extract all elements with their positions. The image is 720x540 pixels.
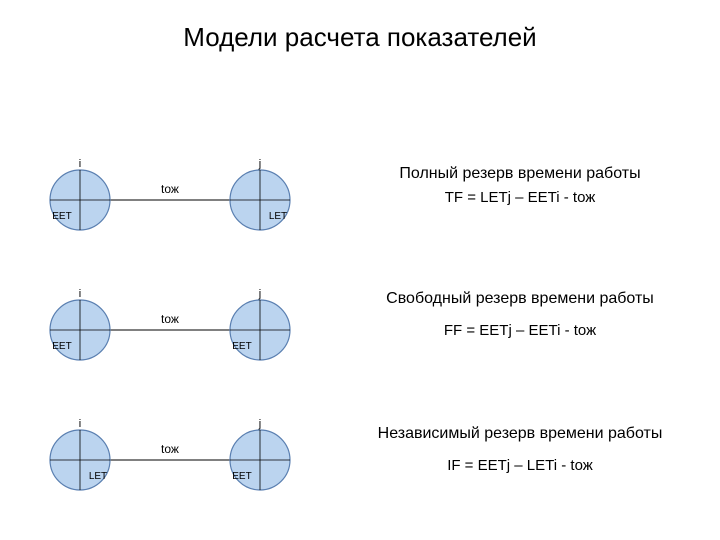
node-i-quad-label: ЕЕТ [52,211,71,222]
heading-3: Независимый резерв времени работы [340,425,700,443]
node-j-quad-label: ЕЕТ [232,341,251,352]
formula-2: FF = EETj – EETi - tож [340,322,700,339]
formula-1: TF = LETj – EETi - tож [340,189,700,206]
diagram-3: i LET j ЕЕТ tож [40,415,320,505]
diagram-svg-2: i ЕЕТ j ЕЕТ tож [40,285,320,375]
text-block-1: Полный резерв времени работы TF = LETj –… [340,165,700,206]
node-j-label: j [258,158,261,170]
heading-1: Полный резерв времени работы [340,165,700,183]
diagram-2: i ЕЕТ j ЕЕТ tож [40,285,320,375]
page-title: Модели расчета показателей [0,22,720,53]
node-j-quad-label: LET [269,211,287,222]
node-i-quad-label: LET [89,471,107,482]
node-i-label: i [79,158,81,170]
node-j-quad-label: ЕЕТ [232,471,251,482]
formula-3: IF = EETj – LETi - tож [340,457,700,474]
heading-2: Свободный резерв времени работы [340,290,700,308]
diagram-1: i ЕЕТ j LET tож [40,155,320,245]
edge-label: tож [161,312,179,326]
node-i-quad-label: ЕЕТ [52,341,71,352]
node-i-label: i [79,418,81,430]
node-i-label: i [79,288,81,300]
text-block-2: Свободный резерв времени работы FF = EET… [340,290,700,339]
node-j-label: j [258,418,261,430]
edge-label: tож [161,442,179,456]
text-block-3: Независимый резерв времени работы IF = E… [340,425,700,474]
diagram-svg-3: i LET j ЕЕТ tож [40,415,320,505]
edge-label: tож [161,182,179,196]
node-j-label: j [258,288,261,300]
diagram-svg-1: i ЕЕТ j LET tож [40,155,320,245]
